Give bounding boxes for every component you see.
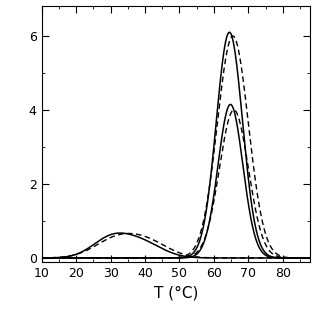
X-axis label: T (°C): T (°C) bbox=[154, 286, 198, 301]
